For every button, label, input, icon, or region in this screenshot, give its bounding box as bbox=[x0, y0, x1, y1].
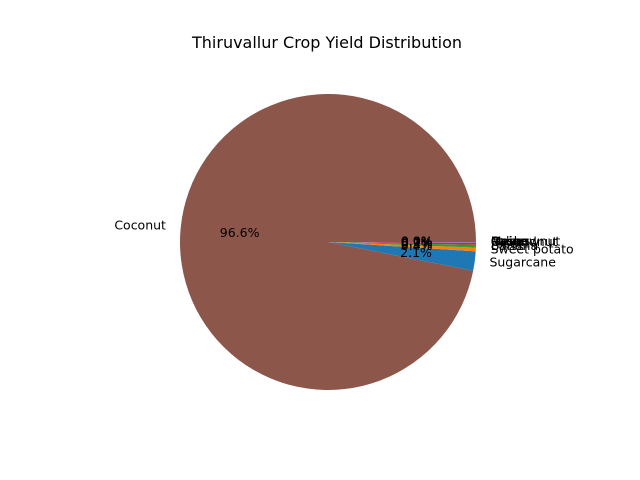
slice-percent-groundnut: 0.1% bbox=[401, 234, 433, 249]
slice-label-sugarcane: Sugarcane bbox=[489, 254, 556, 269]
slice-label-onion: Onion bbox=[491, 234, 528, 249]
slice-label-rice: Rice bbox=[491, 236, 518, 251]
slice-label-groundnut: Groundnut bbox=[491, 234, 558, 249]
slice-percent-onion: 0.0% bbox=[401, 234, 433, 249]
pie-slices bbox=[179, 93, 477, 390]
slice-percent-rice: 0.2% bbox=[401, 235, 433, 250]
pie-slice-groundnut bbox=[328, 242, 476, 243]
pie-slice-banana bbox=[328, 242, 476, 248]
pie-slice-sweet-potato bbox=[328, 242, 476, 252]
slice-percent-sweet-potato: 0.4% bbox=[401, 238, 433, 253]
slice-label-banana: Banana bbox=[491, 238, 538, 253]
slice-label-cashewnut: Cashewnut bbox=[491, 234, 561, 249]
slice-percent-banana: 0.3% bbox=[401, 236, 433, 251]
pie-slice-sugarcane bbox=[328, 242, 476, 271]
slice-label-maize: Maize bbox=[491, 234, 527, 249]
slice-percent-sugarcane: 2.1% bbox=[400, 245, 432, 260]
slice-percent-pulses: 0.0% bbox=[401, 234, 433, 249]
slice-percent-cashewnut: 0.0% bbox=[401, 234, 433, 249]
pie-labels: Coconut 96.6% Sugarcane 2.1% Sweet potato 0.4… bbox=[114, 218, 573, 270]
slice-percent-coconut: 96.6% bbox=[220, 225, 260, 240]
slice-percent-maize: 0.0% bbox=[401, 234, 433, 249]
chart-title: Thiruvallur Crop Yield Distribution bbox=[191, 33, 462, 52]
slice-label-sweet-potato: Sweet potato bbox=[491, 242, 574, 257]
pie-slice-rice bbox=[328, 242, 476, 245]
pie-slice-coconut bbox=[179, 93, 477, 390]
slice-label-pulses: Pulses bbox=[491, 234, 530, 249]
slice-label-coconut: Coconut bbox=[114, 218, 166, 233]
